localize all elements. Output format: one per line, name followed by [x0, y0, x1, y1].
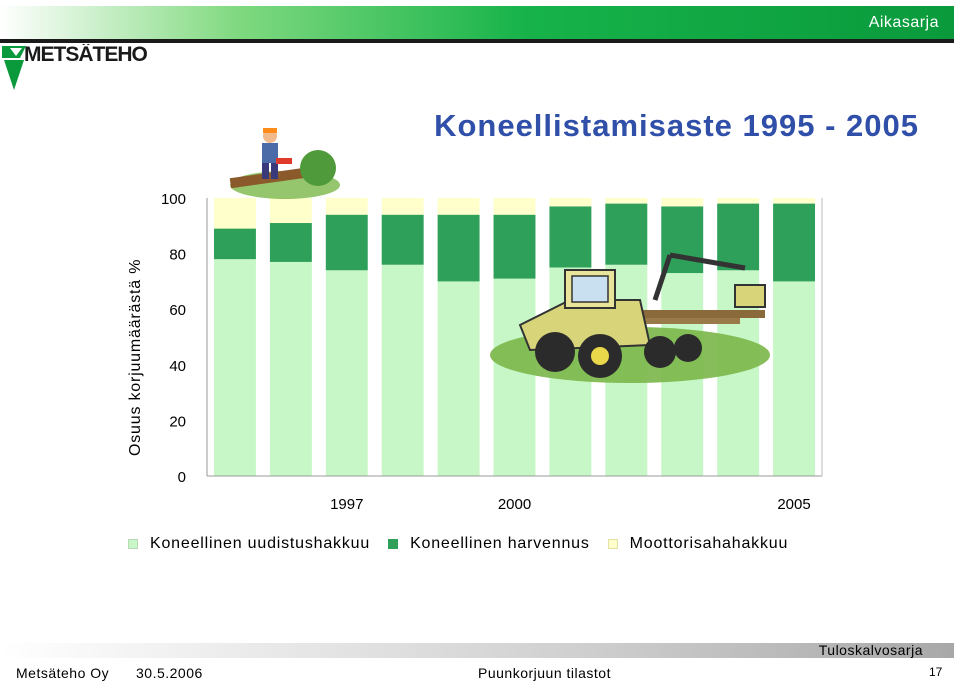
worker-leg [271, 163, 278, 179]
y-tick-label: 20 [169, 413, 186, 430]
legend-label: Koneellinen uudistushakkuu [150, 535, 371, 552]
header-rule [0, 39, 954, 43]
crane-arm [652, 254, 673, 301]
bar-segment [437, 198, 480, 215]
bar-segment [773, 198, 816, 204]
bar-segment [605, 203, 648, 265]
bar-segment [605, 198, 648, 204]
bar-segment [325, 214, 368, 271]
footer-topic: Puunkorjuun tilastot [478, 665, 611, 681]
y-tick-label: 60 [169, 302, 186, 319]
bar-segment [549, 206, 592, 268]
bar-segment [717, 198, 760, 204]
legend-swatch [388, 539, 399, 549]
bar-segment [213, 228, 256, 260]
bar-segment [773, 281, 816, 476]
footer-date: 30.5.2006 [136, 665, 203, 681]
cab-window [571, 275, 609, 303]
legend-item: Moottorisahahakkuu [607, 535, 789, 553]
worker-body [262, 143, 278, 163]
bar-segment [493, 198, 536, 215]
bar-segment [269, 261, 312, 476]
legend-item: Koneellinen harvennus [388, 535, 590, 553]
chart-title: Koneellistamisaste 1995 - 2005 [434, 108, 919, 143]
chart-legend: Koneellinen uudistushakkuu Koneellinen h… [128, 535, 806, 553]
bar-segment [381, 264, 424, 476]
logo-wordmark: METSÄTEHO [24, 44, 148, 66]
x-tick-label: 2005 [777, 496, 810, 513]
worker-leg [262, 163, 269, 179]
x-tick-label: 2000 [498, 496, 531, 513]
crane-boom [669, 252, 746, 271]
legend-swatch [607, 539, 618, 549]
bar-segment [549, 198, 592, 207]
harvester-head [734, 284, 766, 308]
page-number: 17 [929, 665, 943, 679]
tree-crown [300, 150, 336, 186]
y-tick-label: 0 [178, 469, 186, 486]
log-pile-2 [620, 318, 740, 324]
bar-segment [325, 270, 368, 476]
bar-segment [213, 259, 256, 476]
chainsaw [276, 158, 292, 164]
legend-label: Moottorisahahakkuu [629, 535, 789, 552]
y-tick-label: 100 [161, 191, 186, 208]
log-pile [625, 310, 765, 318]
bar-segment [381, 214, 424, 265]
section-label: Aikasarja [868, 14, 939, 31]
y-tick-label: 40 [169, 358, 186, 375]
legend-item: Koneellinen uudistushakkuu [128, 535, 370, 553]
harvester-illustration [229, 128, 770, 383]
y-tick-label: 80 [169, 247, 186, 264]
footer-company: Metsäteho Oy [16, 665, 110, 681]
legend-swatch [128, 539, 138, 549]
bar-group [213, 198, 816, 476]
bar-segment [717, 203, 760, 271]
footer-bar [0, 643, 954, 658]
bar-segment [437, 281, 480, 476]
wheel [535, 332, 575, 372]
metsateho-logo: METSÄTEHO [2, 43, 162, 97]
bar-segment [661, 198, 704, 207]
footer-series-label: Tuloskalvosarja [818, 642, 923, 658]
bar-segment [437, 214, 480, 282]
bar-segment [213, 198, 256, 229]
bar-segment [325, 198, 368, 215]
worker-helmet [263, 128, 277, 133]
wheel [644, 336, 676, 368]
wheel-hub [591, 347, 609, 365]
bar-segment [493, 214, 536, 279]
bar-segment [773, 203, 816, 282]
bar-segment [269, 223, 312, 262]
axes-group: 0 20 40 60 80 100 1997 2000 2005 [161, 191, 823, 513]
bar-segment [493, 278, 536, 476]
x-tick-label: 1997 [330, 496, 363, 513]
legend-label: Koneellinen harvennus [410, 535, 590, 552]
header-bar [0, 6, 954, 39]
bar-segment [269, 198, 312, 224]
bar-segment [381, 198, 424, 215]
wheel [674, 334, 702, 362]
